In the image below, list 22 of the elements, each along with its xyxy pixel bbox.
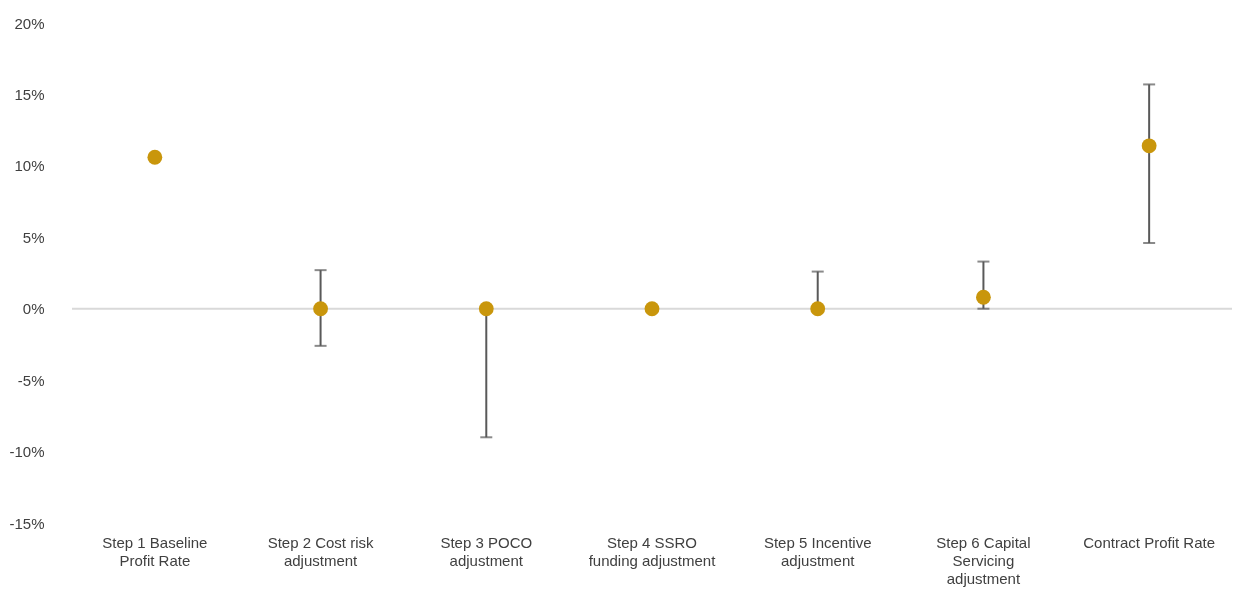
point xyxy=(644,301,660,317)
y-tick-label: 0% xyxy=(22,300,45,318)
y-tick-label: 15% xyxy=(14,85,45,103)
point xyxy=(147,149,163,165)
point xyxy=(313,301,328,317)
x-tick-label: Step 3 POCO adjustment xyxy=(440,533,533,569)
x-tick-label: Step 6 Capital Servicing adjustment xyxy=(936,533,1031,587)
y-tick-label: -5% xyxy=(17,371,45,389)
x-tick-label: Step 4 SSRO funding adjustment xyxy=(588,533,717,569)
y-tick-label: 10% xyxy=(14,157,45,175)
x-tick-label: Step 5 Incentive adjustment xyxy=(763,533,872,569)
x-tick-label: Step 2 Cost risk adjustment xyxy=(267,533,375,569)
y-tick-label: -15% xyxy=(9,514,45,532)
point xyxy=(810,301,826,317)
point xyxy=(1141,138,1157,154)
y-tick-label: 5% xyxy=(22,228,45,246)
point xyxy=(976,289,991,305)
y-tick-label: -10% xyxy=(9,443,45,461)
point xyxy=(478,301,494,317)
y-tick-label: 20% xyxy=(14,14,45,32)
x-tick-label: Step 1 Baseline Profit Rate xyxy=(102,533,208,569)
x-tick-label: Contract Profit Rate xyxy=(1083,533,1215,551)
